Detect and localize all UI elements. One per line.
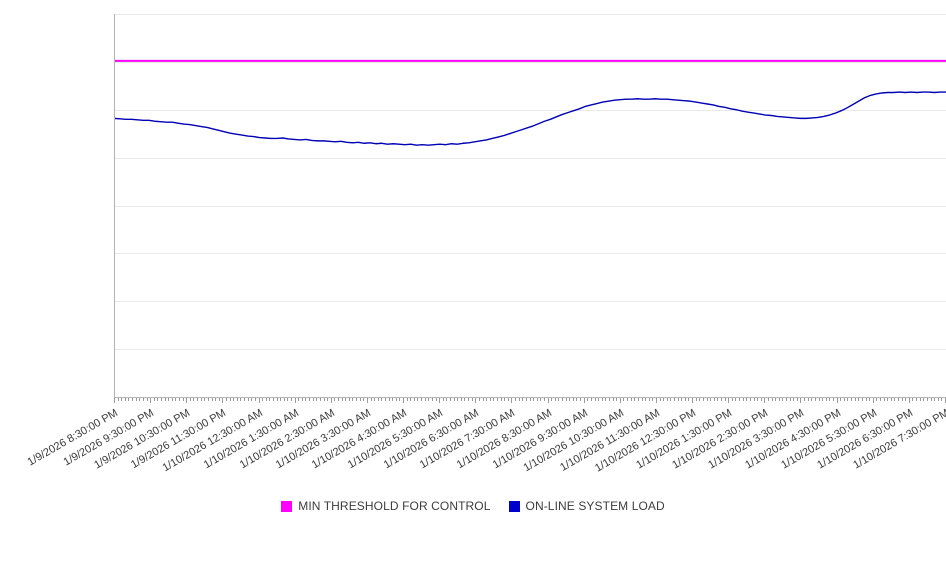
legend-label: MIN THRESHOLD FOR CONTROL <box>298 499 491 513</box>
x-axis-tick-labels: 1/9/2026 8:30:00 PM 1/9/2026 9:30:00 PM 1/… <box>0 397 946 497</box>
legend-label: ON-LINE SYSTEM LOAD <box>525 499 665 513</box>
legend-entry[interactable]: ON-LINE SYSTEM LOAD <box>508 499 665 513</box>
y-axis-line <box>114 14 115 397</box>
legend-color-swatch <box>508 500 520 512</box>
gridlines <box>114 14 946 350</box>
series-lines <box>114 59 946 146</box>
line-chart: 1/9/2026 8:30:00 PM 1/9/2026 9:30:00 PM 1/… <box>0 14 946 515</box>
x-axis-tick-marks <box>114 398 946 403</box>
plot-svg <box>114 14 946 350</box>
legend-color-swatch <box>281 500 293 512</box>
plot-area <box>114 14 946 397</box>
legend-entry[interactable]: MIN THRESHOLD FOR CONTROL <box>281 499 490 513</box>
series-line <box>114 91 946 146</box>
x-axis-line <box>114 397 946 398</box>
chart-legend: MIN THRESHOLD FOR CONTROL ON-LINE SYSTEM … <box>0 497 946 515</box>
